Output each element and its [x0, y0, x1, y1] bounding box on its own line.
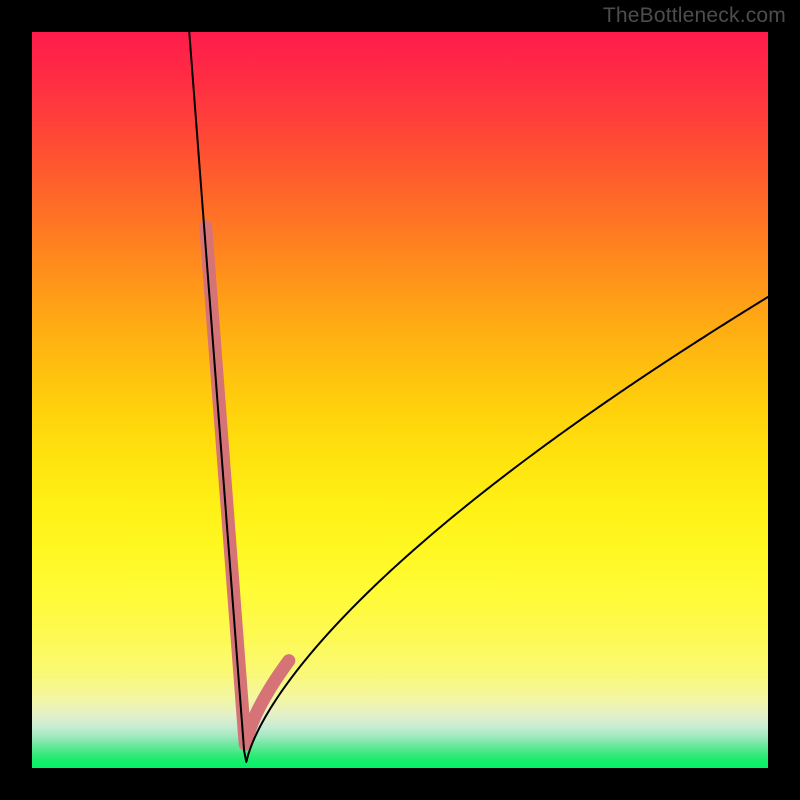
plot-area	[32, 32, 768, 768]
watermark-text: TheBottleneck.com	[603, 4, 786, 28]
gradient-background	[32, 32, 768, 768]
